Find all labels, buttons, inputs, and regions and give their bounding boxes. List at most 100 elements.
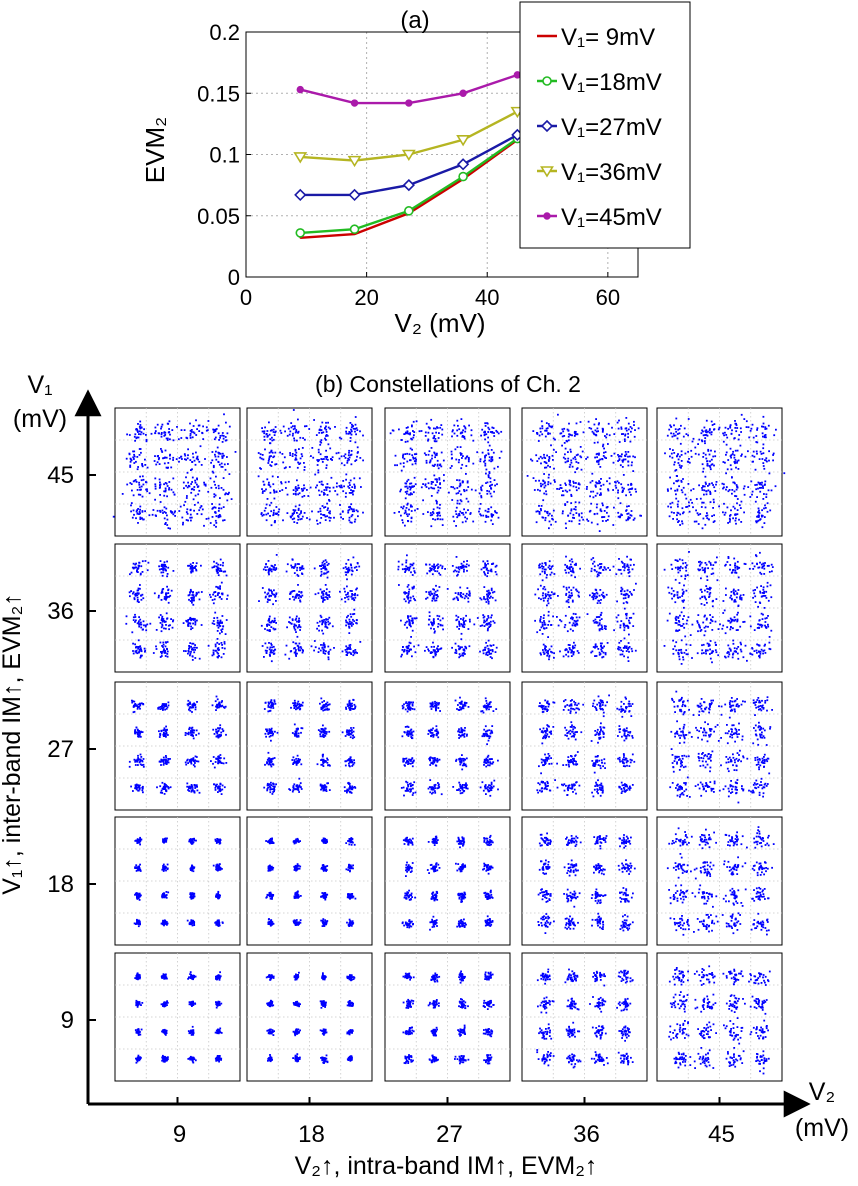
constellation-point xyxy=(291,566,294,569)
constellation-point xyxy=(574,620,577,623)
constellation-point xyxy=(216,594,219,596)
constellation-point xyxy=(623,637,626,640)
constellation-point xyxy=(736,618,739,621)
constellation-point xyxy=(627,455,629,458)
constellation-point xyxy=(348,487,351,489)
constellation-point xyxy=(220,569,222,572)
constellation-point xyxy=(458,647,461,650)
constellation-point xyxy=(219,585,221,588)
constellation-point xyxy=(541,565,543,567)
constellation-point xyxy=(271,436,273,439)
constellation-point xyxy=(298,621,300,623)
constellation-point xyxy=(402,650,405,653)
constellation-point xyxy=(761,458,764,460)
constellation-point xyxy=(565,586,568,589)
constellation-point xyxy=(677,512,680,515)
constellation-point xyxy=(604,653,607,656)
constellation-point xyxy=(626,563,629,566)
constellation-point xyxy=(193,567,196,569)
constellation-point xyxy=(670,587,673,590)
constellation-point xyxy=(737,589,740,591)
constellation-point xyxy=(263,430,266,433)
constellation-point xyxy=(544,466,546,469)
constellation-point xyxy=(706,617,708,620)
constellation-point xyxy=(735,484,738,486)
constellation-point xyxy=(182,622,185,624)
constellation-point xyxy=(214,591,217,593)
constellation-point xyxy=(674,601,677,604)
constellation-point xyxy=(291,455,294,457)
constellation-point xyxy=(758,650,760,653)
constellation-point xyxy=(408,567,411,569)
constellation-point xyxy=(137,436,140,439)
constellation-point xyxy=(774,485,777,488)
constellation-point xyxy=(602,595,604,598)
constellation-point xyxy=(543,486,546,489)
constellation-point xyxy=(541,567,544,570)
constellation-point xyxy=(575,482,577,484)
constellation-point xyxy=(145,481,147,483)
constellation-point xyxy=(571,618,574,621)
constellation-point xyxy=(593,441,596,444)
constellation-point xyxy=(200,464,203,466)
constellation-point xyxy=(596,512,599,515)
constellation-point xyxy=(736,502,738,505)
constellation-point xyxy=(674,489,676,492)
constellation-point xyxy=(759,591,762,594)
constellation-point xyxy=(706,579,709,581)
constellation-point xyxy=(142,518,145,521)
constellation-point xyxy=(562,655,565,658)
constellation-point xyxy=(456,479,458,481)
constellation-point xyxy=(166,655,169,658)
constellation-point xyxy=(764,595,767,597)
constellation-point xyxy=(317,448,320,451)
constellation-point xyxy=(272,438,275,441)
constellation-point xyxy=(288,466,291,468)
constellation-point xyxy=(441,524,444,526)
constellation-point xyxy=(320,573,323,576)
constellation-point xyxy=(751,490,754,493)
constellation-point xyxy=(595,655,598,657)
constellation-point xyxy=(432,649,435,651)
constellation-point xyxy=(434,654,437,657)
constellation-point xyxy=(220,629,223,631)
constellation-point xyxy=(406,487,409,490)
constellation-point xyxy=(547,591,550,594)
constellation-point xyxy=(697,630,699,633)
constellation-point xyxy=(698,623,700,626)
constellation-point xyxy=(700,603,703,605)
constellation-point xyxy=(408,618,410,621)
constellation-point xyxy=(329,447,332,450)
constellation-point xyxy=(293,439,296,442)
constellation-point xyxy=(328,516,330,519)
constellation-point xyxy=(266,430,269,432)
constellation-point xyxy=(577,591,580,594)
constellation-point xyxy=(334,490,337,492)
constellation-point xyxy=(217,587,220,590)
constellation-point xyxy=(319,649,322,652)
constellation-point xyxy=(628,455,631,458)
constellation-point xyxy=(490,519,493,522)
constellation-point xyxy=(192,562,194,564)
constellation-point xyxy=(413,645,415,648)
constellation-point xyxy=(566,630,569,633)
constellation-point xyxy=(438,507,441,510)
constellation-point xyxy=(682,590,685,593)
constellation-point xyxy=(625,510,627,512)
constellation-point xyxy=(487,650,490,652)
constellation-point xyxy=(456,625,459,628)
constellation-point xyxy=(345,492,347,495)
constellation-point xyxy=(736,427,739,429)
constellation-point xyxy=(714,455,717,458)
constellation-point xyxy=(764,643,766,646)
constellation-point xyxy=(404,497,407,500)
constellation-point xyxy=(631,568,634,571)
constellation-point xyxy=(402,455,404,457)
constellation-point xyxy=(268,588,270,591)
constellation-point xyxy=(691,623,694,626)
constellation-point xyxy=(704,567,707,570)
constellation-point xyxy=(347,591,349,594)
constellation-point xyxy=(161,451,164,453)
constellation-point xyxy=(324,506,327,508)
constellation-point xyxy=(295,430,298,433)
